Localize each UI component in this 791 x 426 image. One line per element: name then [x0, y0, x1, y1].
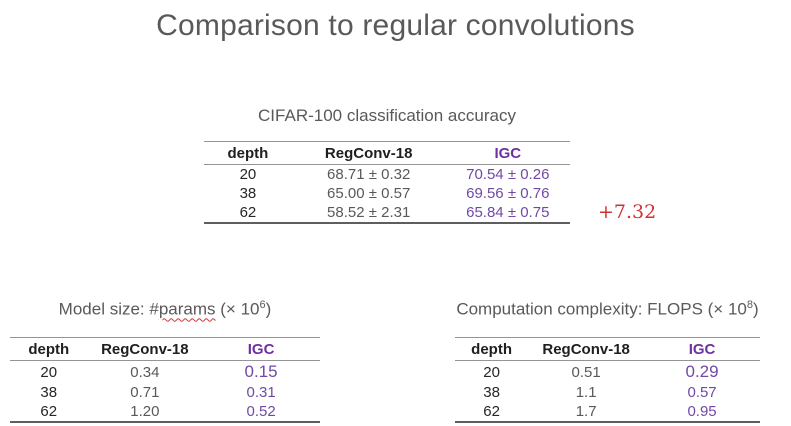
table-cell: 0.57	[687, 384, 717, 401]
table-cell: 0.95	[687, 403, 717, 420]
flops-table: depth RegConv-18 IGC 20 0.51 0.29 38 1.1 0.57 62…	[455, 337, 760, 423]
caption-text: Computation complexity: FLOPS (× 10	[456, 299, 747, 319]
table-cell: 0.71	[130, 384, 160, 401]
column-header: IGC	[494, 145, 522, 162]
column-header: IGC	[247, 341, 275, 358]
table-cell: 68.71 ± 0.32	[327, 166, 411, 183]
accuracy-gain-annotation: +7.32	[598, 201, 657, 223]
table-cell: 0.51	[571, 363, 601, 381]
exponent: 8	[746, 299, 754, 311]
table-cell: 0.15	[244, 362, 278, 381]
misspelled-word: params	[158, 299, 216, 319]
table-cell: 38	[483, 384, 500, 401]
table-row: 38 0.71 0.31	[10, 383, 320, 402]
table-cell: 1.20	[130, 403, 160, 420]
caption-text: (× 10	[215, 299, 260, 319]
params-table-caption: Model size: #params (× 106)	[10, 299, 320, 320]
table-cell: 69.56 ± 0.76	[466, 185, 550, 202]
table-row: 38 65.00 ± 0.57 69.56 ± 0.76	[204, 184, 570, 203]
table-cell: 62	[483, 403, 500, 420]
column-header: RegConv-18	[324, 145, 413, 162]
table-cell: 20	[40, 363, 58, 381]
caption-text: )	[753, 299, 759, 319]
accuracy-table: depth RegConv-18 IGC 20 68.71 ± 0.32 70.54 ±…	[204, 141, 570, 224]
table-row: 38 1.1 0.57	[455, 383, 760, 402]
table-cell: 38	[239, 185, 257, 202]
column-header: IGC	[688, 341, 716, 358]
table-cell: 0.52	[246, 403, 276, 420]
table-cell: 0.31	[246, 384, 276, 401]
table-cell: 38	[40, 384, 58, 401]
flops-table-caption: Computation complexity: FLOPS (× 108)	[455, 299, 760, 320]
table-row: 62 1.7 0.95	[455, 402, 760, 422]
caption-text: )	[265, 299, 272, 319]
caption-text: Model size: #	[58, 299, 159, 319]
table-cell: 0.34	[130, 363, 160, 381]
table-cell: 70.54 ± 0.26	[466, 166, 550, 183]
table-row: 20 0.34 0.15	[10, 361, 320, 384]
table-cell: 62	[239, 204, 257, 221]
accuracy-table-caption: CIFAR-100 classification accuracy	[258, 106, 516, 125]
column-header: depth	[28, 341, 70, 358]
params-table: depth RegConv-18 IGC 20 0.34 0.15 38 0.71 0.31 6…	[10, 337, 320, 423]
header-row: depth RegConv-18 IGC	[204, 142, 570, 165]
table-cell: 65.84 ± 0.75	[466, 204, 550, 221]
header-row: depth RegConv-18 IGC	[10, 338, 320, 361]
table-cell: 58.52 ± 2.31	[327, 204, 411, 221]
table-row: 20 68.71 ± 0.32 70.54 ± 0.26	[204, 165, 570, 185]
column-header: depth	[227, 145, 269, 162]
column-header: RegConv-18	[101, 341, 189, 358]
table-cell: 62	[40, 403, 58, 420]
slide-title: Comparison to regular convolutions	[156, 9, 635, 42]
table-row: 62 58.52 ± 2.31 65.84 ± 0.75	[204, 203, 570, 223]
column-header: depth	[471, 341, 512, 358]
table-row: 20 0.51 0.29	[455, 361, 760, 384]
table-cell: 1.1	[575, 384, 597, 401]
table-cell: 0.29	[685, 362, 719, 381]
header-row: depth RegConv-18 IGC	[455, 338, 760, 361]
exponent: 6	[259, 299, 266, 311]
table-cell: 20	[483, 363, 500, 381]
table-cell: 1.7	[575, 403, 597, 420]
column-header: RegConv-18	[542, 341, 630, 358]
table-cell: 65.00 ± 0.57	[327, 185, 411, 202]
table-cell: 20	[239, 166, 257, 183]
table-row: 62 1.20 0.52	[10, 402, 320, 422]
